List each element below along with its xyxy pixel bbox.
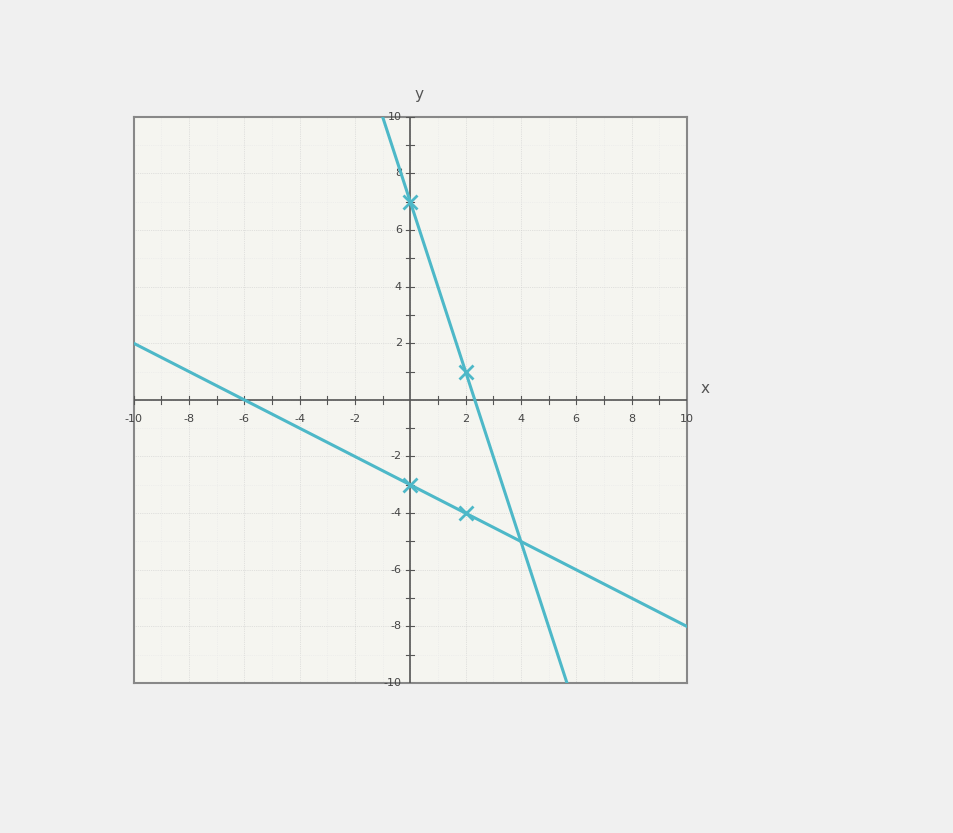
Text: -4: -4 [391, 508, 401, 518]
Text: 10: 10 [388, 112, 401, 122]
Text: 4: 4 [395, 282, 401, 292]
Text: -6: -6 [391, 565, 401, 575]
Text: 6: 6 [572, 414, 579, 424]
Text: -8: -8 [183, 414, 194, 424]
Text: 8: 8 [627, 414, 635, 424]
Text: -10: -10 [383, 678, 401, 688]
Text: -4: -4 [294, 414, 305, 424]
Text: -2: -2 [391, 451, 401, 461]
Text: 2: 2 [461, 414, 469, 424]
Text: -2: -2 [349, 414, 360, 424]
Text: 2: 2 [395, 338, 401, 348]
Text: 10: 10 [679, 414, 693, 424]
Text: 4: 4 [517, 414, 524, 424]
Text: 6: 6 [395, 225, 401, 235]
Text: -8: -8 [391, 621, 401, 631]
Text: 8: 8 [395, 168, 401, 178]
Text: x: x [700, 381, 709, 396]
Text: -10: -10 [125, 414, 142, 424]
Text: y: y [414, 87, 423, 102]
Text: -6: -6 [238, 414, 250, 424]
